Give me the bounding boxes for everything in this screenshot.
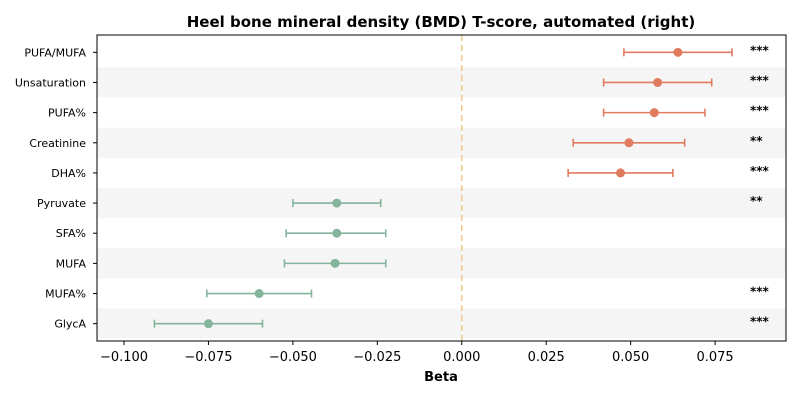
beta-point	[203, 319, 213, 329]
y-tick-label: PUFA/MUFA	[24, 46, 86, 59]
beta-point	[332, 198, 342, 208]
y-tick-label: PUFA%	[48, 107, 86, 120]
row-band	[97, 188, 786, 219]
beta-point	[616, 168, 626, 178]
y-tick-label: Unsaturation	[15, 76, 86, 89]
x-tick-label: 0.000	[443, 350, 480, 365]
significance-label: ***	[750, 73, 770, 87]
significance-label: **	[750, 194, 763, 208]
beta-point	[330, 258, 340, 268]
significance-label: ***	[750, 315, 770, 329]
beta-point	[332, 228, 342, 238]
beta-point	[624, 138, 634, 148]
y-axis-labels: PUFA/MUFA Unsaturation PUFA% Creatinine DHA%…	[15, 46, 97, 331]
y-tick-label: MUFA	[56, 257, 87, 270]
significance-label: ***	[750, 104, 770, 118]
row-bands	[97, 67, 786, 339]
x-tick-label: −0.025	[353, 350, 401, 365]
significance-labels: **********************	[750, 43, 770, 328]
significance-label: ***	[750, 43, 770, 57]
y-tick-label: DHA%	[51, 167, 86, 180]
x-tick-label: −0.075	[184, 350, 232, 365]
y-tick-label: Creatinine	[29, 137, 86, 150]
plot-frame	[96, 34, 787, 342]
beta-point	[254, 289, 264, 299]
point-estimates	[203, 47, 683, 329]
significance-label: ***	[750, 164, 770, 178]
significance-label: **	[750, 134, 763, 148]
x-tick-label: −0.100	[100, 350, 148, 365]
y-tick-label: GlycA	[54, 318, 86, 331]
beta-point	[673, 47, 683, 57]
significance-label: ***	[750, 285, 770, 299]
x-tick-label: −0.050	[269, 350, 317, 365]
y-tick-label: Pyruvate	[37, 197, 86, 210]
chart-title: Heel bone mineral density (BMD) T-score,…	[187, 13, 696, 31]
x-tick-label: 0.075	[696, 350, 733, 365]
beta-point	[653, 77, 663, 87]
x-axis-ticks: −0.100 −0.075 −0.050 −0.025 0.000 0.025 0.050 0…	[100, 341, 734, 365]
x-tick-label: 0.025	[528, 350, 565, 365]
y-tick-label: MUFA%	[45, 288, 86, 301]
beta-point	[649, 108, 659, 118]
x-axis-label: Beta	[424, 370, 458, 385]
y-tick-label: SFA%	[56, 227, 86, 240]
row-band	[97, 248, 786, 279]
x-tick-label: 0.050	[612, 350, 649, 365]
